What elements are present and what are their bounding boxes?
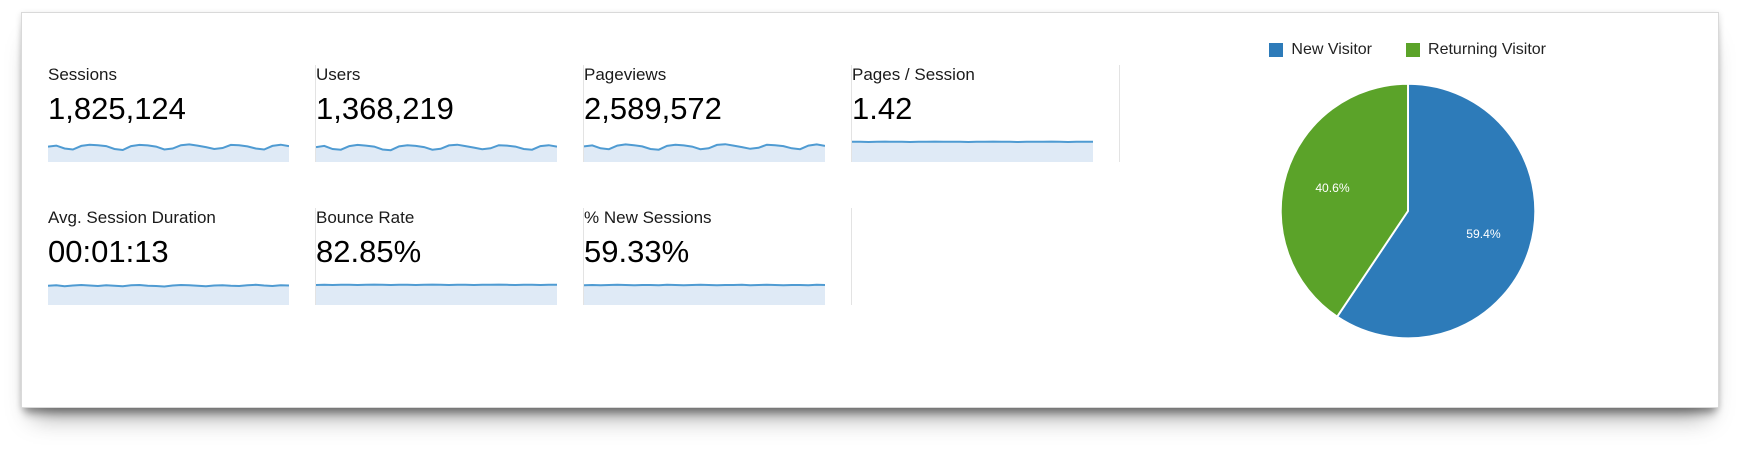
percent-new-sessions-sparkline: [584, 279, 825, 305]
metric-value: 1,368,219: [316, 91, 454, 126]
avg-session-duration-sparkline: [48, 279, 289, 305]
metric-card-pages-per-session: Pages / Session 1.42: [852, 65, 1120, 162]
sessions-sparkline: [48, 136, 289, 162]
metric-value: 1,825,124: [48, 91, 186, 126]
metric-label: Sessions: [48, 65, 117, 84]
metric-value: 59.33%: [584, 234, 690, 269]
pie-slice-label-new-visitor: 59.4%: [1466, 227, 1501, 241]
bounce-rate-sparkline: [316, 279, 557, 305]
legend-item-new-visitor: New Visitor: [1269, 41, 1372, 59]
legend-label-returning-visitor: Returning Visitor: [1428, 41, 1546, 58]
metric-card-pageviews: Pageviews 2,589,572: [584, 65, 852, 162]
new-visitor-swatch: [1269, 43, 1284, 57]
metric-card-users: Users 1,368,219: [316, 65, 584, 162]
pie-slices: [1279, 82, 1536, 340]
pageviews-sparkline: [584, 136, 825, 162]
metrics-grid: Sessions 1,825,124 Users 1,368,219 Pagev…: [22, 13, 1120, 407]
metric-card-bounce-rate: Bounce Rate 82.85%: [316, 208, 584, 305]
pie-legend: New Visitor Returning Visitor: [1269, 41, 1546, 59]
metric-card-avg-session-duration: Avg. Session Duration 00:01:13: [48, 208, 316, 305]
metric-card-sessions: Sessions 1,825,124: [48, 65, 316, 162]
legend-item-returning-visitor: Returning Visitor: [1406, 41, 1546, 59]
users-sparkline: [316, 136, 557, 162]
metric-label: Bounce Rate: [316, 208, 415, 227]
metric-value: 82.85%: [316, 234, 422, 269]
returning-visitor-swatch: [1406, 43, 1421, 57]
visitor-type-pie-section: New Visitor Returning Visitor 59.4% 40.6…: [1269, 13, 1546, 407]
visitor-type-pie-chart: 59.4% 40.6%: [1279, 82, 1536, 340]
metric-value: 00:01:13: [48, 234, 169, 269]
metric-label: Pageviews: [584, 65, 667, 84]
analytics-overview-panel: Sessions 1,825,124 Users 1,368,219 Pagev…: [21, 12, 1719, 408]
pie-slice-label-returning-visitor: 40.6%: [1315, 181, 1350, 195]
pie-slice-new-visitor: [1335, 82, 1536, 340]
pie-slice-returning-visitor: [1279, 82, 1409, 318]
metric-value: 2,589,572: [584, 91, 722, 126]
metric-label: Users: [316, 65, 361, 84]
metric-label: Avg. Session Duration: [48, 208, 216, 227]
metric-card-percent-new-sessions: % New Sessions 59.33%: [584, 208, 852, 305]
legend-label-new-visitor: New Visitor: [1291, 41, 1373, 58]
metric-value: 1.42: [852, 91, 913, 126]
metric-label: % New Sessions: [584, 208, 712, 227]
pages-per-session-sparkline: [852, 136, 1093, 162]
metric-label: Pages / Session: [852, 65, 975, 84]
